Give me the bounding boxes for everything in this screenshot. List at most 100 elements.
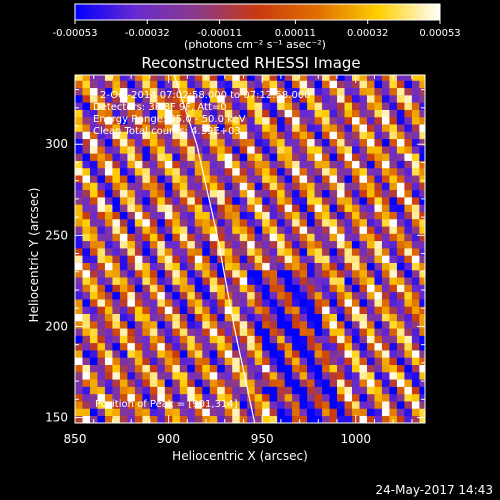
heatmap-cell bbox=[307, 364, 315, 373]
heatmap-cell bbox=[307, 379, 315, 387]
heatmap-cell bbox=[149, 291, 158, 300]
heatmap-cell bbox=[314, 182, 323, 191]
heatmap-cell bbox=[104, 306, 113, 314]
heatmap-cell bbox=[254, 284, 263, 293]
heatmap-cell bbox=[149, 75, 158, 81]
heatmap-cell bbox=[359, 269, 368, 278]
heatmap-cell bbox=[104, 218, 113, 227]
heatmap-cell bbox=[389, 197, 398, 205]
heatmap-cell bbox=[381, 269, 390, 278]
heatmap-cell bbox=[254, 277, 263, 285]
heatmap-cell bbox=[307, 116, 315, 125]
colorbar-tick-label: -0.00053 bbox=[53, 28, 98, 39]
heatmap-cell bbox=[149, 262, 158, 271]
heatmap-cell bbox=[97, 335, 106, 344]
heatmap-cell bbox=[411, 320, 420, 329]
heatmap-cell bbox=[75, 248, 83, 256]
heatmap-cell bbox=[217, 116, 226, 125]
heatmap-cell bbox=[404, 197, 413, 205]
heatmap-cell bbox=[134, 364, 143, 373]
heatmap-cell bbox=[254, 75, 263, 81]
heatmap-cell bbox=[254, 255, 263, 263]
heatmap-cell bbox=[359, 95, 368, 103]
heatmap-cell bbox=[269, 80, 278, 89]
heatmap-cell bbox=[419, 284, 425, 293]
heatmap-cell bbox=[366, 160, 375, 169]
heatmap-cell bbox=[239, 408, 248, 417]
heatmap-cell bbox=[217, 233, 226, 242]
heatmap-cell bbox=[239, 95, 248, 103]
heatmap-cell bbox=[82, 393, 91, 402]
heatmap-cell bbox=[82, 138, 91, 147]
heatmap-cell bbox=[112, 109, 121, 118]
heatmap-cell bbox=[352, 386, 360, 395]
heatmap-cell bbox=[307, 408, 315, 417]
heatmap-cell bbox=[247, 357, 255, 365]
heatmap-cell bbox=[254, 320, 263, 329]
heatmap-cell bbox=[299, 386, 308, 395]
heatmap-cell bbox=[419, 313, 425, 322]
heatmap-cell bbox=[299, 335, 308, 344]
heatmap-cell bbox=[104, 335, 113, 344]
heatmap-cell bbox=[179, 364, 188, 373]
heatmap-cell bbox=[157, 153, 166, 161]
heatmap-cell bbox=[179, 116, 188, 125]
heatmap-cell bbox=[209, 269, 218, 278]
heatmap-cell bbox=[104, 197, 113, 205]
heatmap-cell bbox=[127, 138, 136, 147]
heatmap-cell bbox=[134, 408, 143, 417]
heatmap-cell bbox=[164, 255, 173, 263]
heatmap-cell bbox=[89, 175, 98, 183]
heatmap-cell bbox=[329, 218, 338, 227]
heatmap-cell bbox=[292, 204, 300, 212]
heatmap-cell bbox=[404, 146, 413, 154]
heatmap-cell bbox=[359, 357, 368, 365]
heatmap-cell bbox=[254, 335, 263, 344]
heatmap-cell bbox=[366, 269, 375, 278]
heatmap-cell bbox=[359, 233, 368, 242]
heatmap-cell bbox=[359, 364, 368, 373]
heatmap-cell bbox=[75, 277, 83, 285]
heatmap-cell bbox=[299, 167, 308, 176]
heatmap-cell bbox=[329, 124, 338, 132]
heatmap-cell bbox=[322, 131, 330, 140]
heatmap-cell bbox=[381, 160, 390, 169]
heatmap-cell bbox=[262, 401, 270, 409]
heatmap-cell bbox=[217, 204, 226, 212]
heatmap-cell bbox=[284, 124, 293, 132]
heatmap-cell bbox=[97, 167, 106, 176]
heatmap-cell bbox=[104, 75, 113, 81]
heatmap-cell bbox=[82, 313, 91, 322]
heatmap-cell bbox=[419, 80, 425, 89]
heatmap-cell bbox=[404, 379, 413, 387]
heatmap-cell bbox=[179, 320, 188, 329]
heatmap-cell bbox=[112, 248, 121, 256]
heatmap-cell bbox=[389, 262, 398, 271]
heatmap-cell bbox=[269, 131, 278, 140]
heatmap-cell bbox=[374, 124, 383, 132]
heatmap-cell bbox=[277, 226, 285, 234]
heatmap-cell bbox=[172, 109, 181, 118]
heatmap-cell bbox=[172, 226, 181, 234]
heatmap-cell bbox=[149, 102, 158, 110]
heatmap-cell bbox=[75, 364, 83, 373]
heatmap-cell bbox=[329, 350, 338, 358]
heatmap-cell bbox=[254, 131, 263, 140]
heatmap-cell bbox=[359, 342, 368, 351]
heatmap-cell bbox=[97, 277, 106, 285]
heatmap-cell bbox=[164, 379, 173, 387]
heatmap-cell bbox=[149, 320, 158, 329]
heatmap-cell bbox=[329, 357, 338, 365]
heatmap-cell bbox=[277, 80, 285, 89]
heatmap-cell bbox=[217, 153, 226, 161]
heatmap-cell bbox=[202, 80, 211, 89]
heatmap-cell bbox=[329, 189, 338, 198]
heatmap-cell bbox=[104, 371, 113, 380]
heatmap-cell bbox=[307, 87, 315, 96]
heatmap-cell bbox=[194, 75, 203, 81]
heatmap-cell bbox=[164, 218, 173, 227]
heatmap-cell bbox=[194, 95, 203, 103]
heatmap-cell bbox=[89, 328, 98, 336]
heatmap-cell bbox=[187, 240, 196, 249]
heatmap-cell bbox=[224, 153, 233, 161]
